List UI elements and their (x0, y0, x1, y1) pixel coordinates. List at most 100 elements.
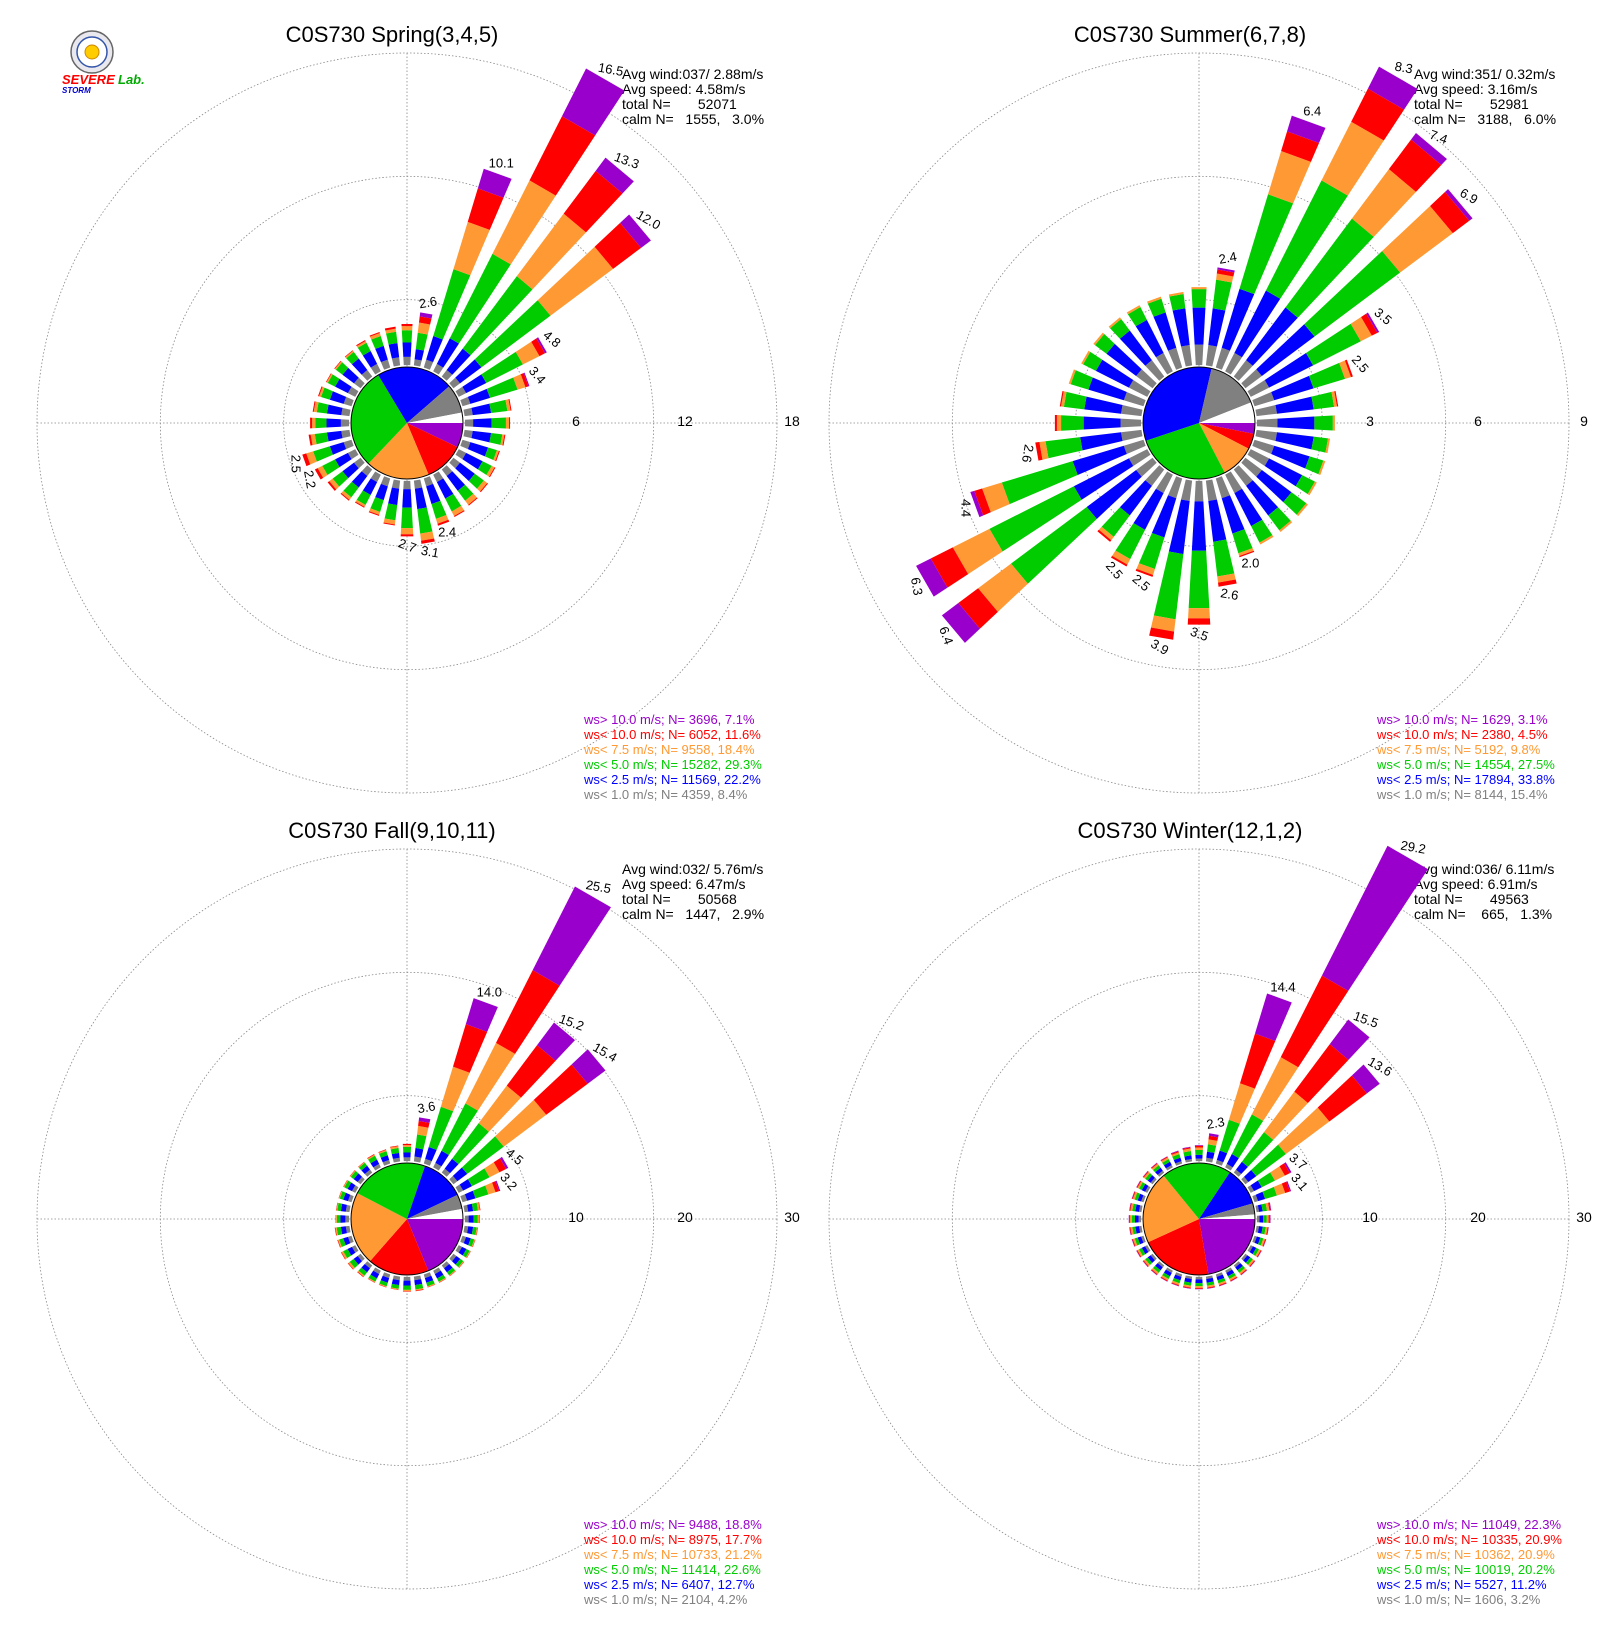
direction-percent-label: 2.2 (301, 469, 319, 489)
bar-segment-dir-80-class-3 (476, 1202, 480, 1211)
bar-segment-dir-220-class-4 (357, 1271, 364, 1278)
bar-segment-dir-180-class-2 (401, 507, 413, 529)
bar-segment-dir-20-class-5 (1254, 993, 1292, 1041)
bar-segment-dir-140-class-4 (1240, 1269, 1247, 1276)
bar-segment-dir-310-class-3 (1093, 332, 1105, 346)
bar-segment-dir-280-class-1 (1084, 396, 1123, 414)
bar-segment-dir-260-class-2 (1132, 1226, 1137, 1235)
bar-segment-dir-300-class-2 (327, 374, 340, 387)
bar-segment-dir-160-class-3 (1238, 548, 1254, 557)
bar-segment-dir-350-class-5 (1182, 1146, 1191, 1149)
direction-percent-label: 10.1 (489, 155, 514, 170)
bar-segment-dir-360-class-4 (402, 1143, 412, 1146)
bar-segment-dir-260-class-1 (340, 1226, 347, 1235)
bar-segment-dir-330-class-1 (362, 351, 378, 368)
bar-segment-dir-100-class-1 (1257, 1226, 1263, 1234)
bar-segment-dir-160-class-1 (424, 1275, 434, 1283)
bar-segment-dir-60-class-2 (467, 1168, 490, 1187)
bar-segment-dir-130-class-0 (449, 457, 461, 469)
bar-segment-dir-280-class-4 (1129, 1203, 1132, 1211)
legend-item-lt5: ws< 5.0 m/s; N= 14554, 27.5% (1376, 757, 1555, 772)
bar-segment-dir-340-class-2 (379, 1151, 388, 1158)
bar-segment-dir-330-class-0 (1155, 352, 1173, 375)
bar-segment-dir-270-class-0 (340, 419, 350, 427)
bar-segment-dir-320-class-0 (364, 1169, 373, 1177)
bar-segment-dir-280-class-2 (316, 402, 329, 414)
bar-segment-dir-120-class-4 (466, 1251, 471, 1259)
bar-segment-dir-100-class-0 (463, 1225, 469, 1234)
bar-segment-dir-70-class-0 (460, 396, 471, 407)
bar-segment-dir-220-class-0 (1145, 465, 1165, 486)
bar-segment-dir-320-class-2 (1110, 318, 1130, 339)
bar-segment-dir-50-class-3 (537, 246, 614, 316)
legend: ws> 10.0 m/s; N= 1629, 3.1% ws< 10.0 m/s… (1376, 712, 1555, 802)
bar-segment-dir-150-class-3 (1229, 1275, 1237, 1281)
bar-segment-dir-80-class-3 (1265, 1202, 1270, 1211)
bar-segment-dir-150-class-3 (451, 505, 465, 517)
bar-segment-dir-220-class-4 (340, 493, 350, 501)
bar-segment-dir-40-class-1 (1235, 1161, 1248, 1175)
pie-slice-class-2 (351, 374, 407, 464)
bar-segment-dir-130-class-1 (1243, 1255, 1251, 1263)
bar-segment-dir-100-class-2 (1261, 1226, 1266, 1235)
bar-segment-dir-290-class-2 (1070, 370, 1093, 390)
bar-segment-dir-70-class-3 (1273, 1183, 1286, 1196)
bar-segment-dir-40-class-2 (1285, 218, 1374, 318)
bar-segment-dir-360-class-1 (1192, 307, 1206, 345)
stat-calm-n: calm N= 1555, 3.0% (622, 111, 764, 127)
legend-item-gt10: ws> 10.0 m/s; N= 3696, 7.1% (583, 712, 755, 727)
bar-segment-dir-260-class-2 (336, 1226, 343, 1236)
bar-segment-dir-10-class-1 (1206, 1151, 1215, 1159)
bar-segment-dir-40-class-3 (1264, 1091, 1308, 1140)
bar-segment-dir-10-class-1 (414, 1147, 424, 1158)
bar-segment-dir-150-class-4 (454, 510, 465, 517)
bar-segment-dir-30-class-5 (1321, 845, 1428, 991)
bar-segment-dir-360-class-3 (401, 326, 413, 331)
bar-segment-dir-340-class-2 (371, 335, 384, 349)
bar-segment-dir-200-class-3 (1136, 563, 1155, 575)
bar-segment-dir-60-class-2 (481, 351, 523, 383)
legend-item-lt1: ws< 1.0 m/s; N= 1606, 3.2% (1376, 1592, 1541, 1607)
bar-segment-dir-130-class-1 (455, 462, 475, 481)
bar-segment-dir-300-class-0 (351, 1185, 359, 1193)
panel-summer: C0S730 Summer(6,7,8) Avg wind:351/ 0.32m… (828, 22, 1588, 802)
severe-storm-lab-logo: SEVERE STORM Lab. (62, 30, 145, 95)
ring-label: 10 (568, 1209, 584, 1225)
bar-segment-dir-310-class-2 (1094, 334, 1115, 354)
bar-segment-dir-160-class-1 (426, 483, 441, 505)
bar-segment-dir-100-class-0 (1255, 1225, 1260, 1233)
bar-segment-dir-150-class-4 (1230, 1276, 1238, 1282)
bar-segment-dir-260-class-4 (334, 1227, 337, 1236)
ring-label: 10 (1362, 1209, 1378, 1225)
bar-segment-dir-80-class-1 (471, 403, 492, 416)
grid-ring (283, 1095, 531, 1343)
pie-slice-class-3 (1199, 423, 1249, 473)
bar-segment-dir-320-class-2 (358, 1162, 368, 1171)
bar-segment-dir-10-class-1 (414, 349, 424, 361)
bar-segment-dir-20-class-3 (440, 1066, 470, 1112)
bar-segment-dir-110-class-1 (1271, 445, 1310, 469)
legend: ws> 10.0 m/s; N= 9488, 18.8% ws< 10.0 m/… (583, 1517, 762, 1607)
bar-segment-dir-150-class-2 (437, 1274, 446, 1282)
bar-segment-dir-290-class-0 (1141, 1195, 1146, 1203)
bar-segment-dir-240-class-0 (1145, 1245, 1151, 1253)
legend: ws> 10.0 m/s; N= 11049, 22.3% ws< 10.0 m… (1376, 1517, 1562, 1607)
bar-segment-dir-40-class-1 (446, 348, 471, 375)
bar-segment-dir-120-class-0 (455, 449, 467, 460)
bar-segment-dir-200-class-0 (380, 476, 391, 487)
bar-segment-dir-120-class-1 (462, 452, 483, 470)
bar-segment-dir-130-class-3 (458, 1261, 465, 1268)
bar-segment-dir-40-class-2 (1241, 1132, 1274, 1167)
bar-segment-dir-260-class-0 (1138, 1225, 1143, 1233)
legend-item-lt2-5: ws< 2.5 m/s; N= 5527, 11.2% (1376, 1577, 1547, 1592)
bar-segment-dir-350-class-0 (391, 357, 401, 367)
bar-segment-dir-150-class-2 (445, 493, 462, 512)
bar-segment-dir-40-class-0 (441, 1168, 451, 1177)
bar-segment-dir-210-class-2 (368, 1274, 377, 1282)
bar-segment-dir-300-class-0 (1128, 379, 1151, 397)
bar-segment-dir-70-class-0 (1252, 1194, 1259, 1203)
pie-slice-class-1 (407, 1165, 458, 1219)
bar-segment-dir-150-class-0 (433, 1267, 441, 1275)
pie-slice-class-5 (1199, 423, 1255, 434)
